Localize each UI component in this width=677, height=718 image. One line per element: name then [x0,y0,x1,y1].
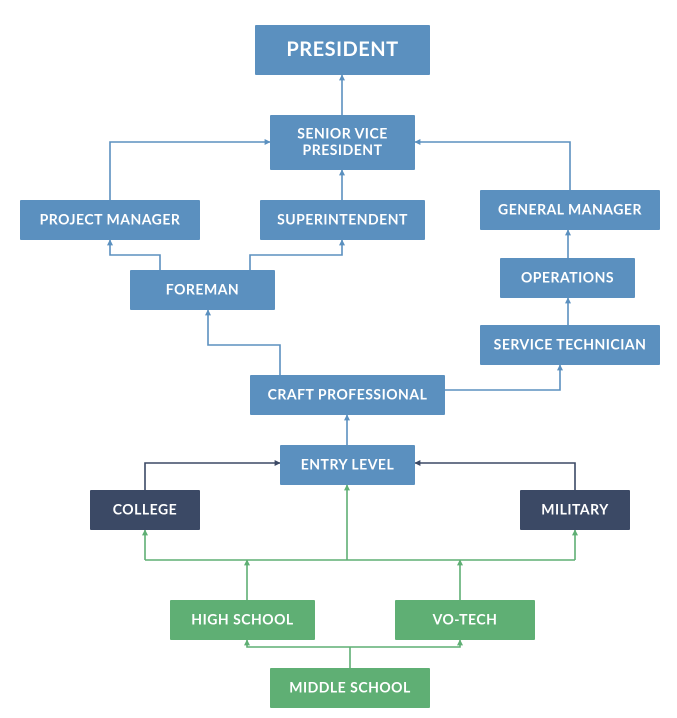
node-college: COLLEGE [90,490,200,530]
node-craft: CRAFT PROFESSIONAL [250,375,445,415]
node-entry: ENTRY LEVEL [280,445,415,485]
node-votech-label: VO-TECH [432,611,498,628]
node-svp-label2: PRESIDENT [303,141,383,158]
edge-foreman-pm [110,240,160,270]
edge-foreman-super [250,240,342,270]
node-votech: VO-TECH [395,600,535,640]
node-super-label: SUPERINTENDENT [277,211,408,228]
nodes-layer: PRESIDENTSENIOR VICEPRESIDENTPROJECT MAN… [20,25,660,708]
node-super: SUPERINTENDENT [260,200,425,240]
node-ops: OPERATIONS [500,258,635,298]
edge-craft-foreman [208,310,280,375]
node-ops-label: OPERATIONS [521,269,614,286]
node-ms-label: MIDDLE SCHOOL [289,679,411,696]
node-gm-label: GENERAL MANAGER [498,201,642,218]
node-pm: PROJECT MANAGER [20,200,200,240]
node-entry-label: ENTRY LEVEL [301,456,395,473]
node-hs: HIGH SCHOOL [170,600,315,640]
node-hs-label: HIGH SCHOOL [191,611,294,628]
node-president-label: PRESIDENT [286,37,398,61]
node-svctech-label: SERVICE TECHNICIAN [494,336,647,353]
node-president: PRESIDENT [255,25,430,75]
node-ms: MIDDLE SCHOOL [270,668,430,708]
edge-college-entry [145,463,280,490]
node-svp-label: SENIOR VICE [297,124,388,141]
node-svp: SENIOR VICEPRESIDENT [270,115,415,170]
node-craft-label: CRAFT PROFESSIONAL [268,386,428,403]
edge-gm-svp [415,142,570,190]
career-flowchart: PRESIDENTSENIOR VICEPRESIDENTPROJECT MAN… [0,0,677,718]
edge-military-entry [415,463,575,490]
node-college-label: COLLEGE [113,501,177,518]
node-pm-label: PROJECT MANAGER [40,211,181,228]
edge-msR-votech [350,640,460,647]
edge-msL-hs [247,640,350,647]
node-foreman-label: FOREMAN [166,281,239,298]
node-svctech: SERVICE TECHNICIAN [480,325,660,365]
node-military: MILITARY [520,490,630,530]
edge-pm-svp [110,142,270,200]
node-foreman: FOREMAN [130,270,275,310]
node-gm: GENERAL MANAGER [480,190,660,230]
edge-craft-servicetech [440,365,560,390]
node-military-label: MILITARY [541,501,609,518]
